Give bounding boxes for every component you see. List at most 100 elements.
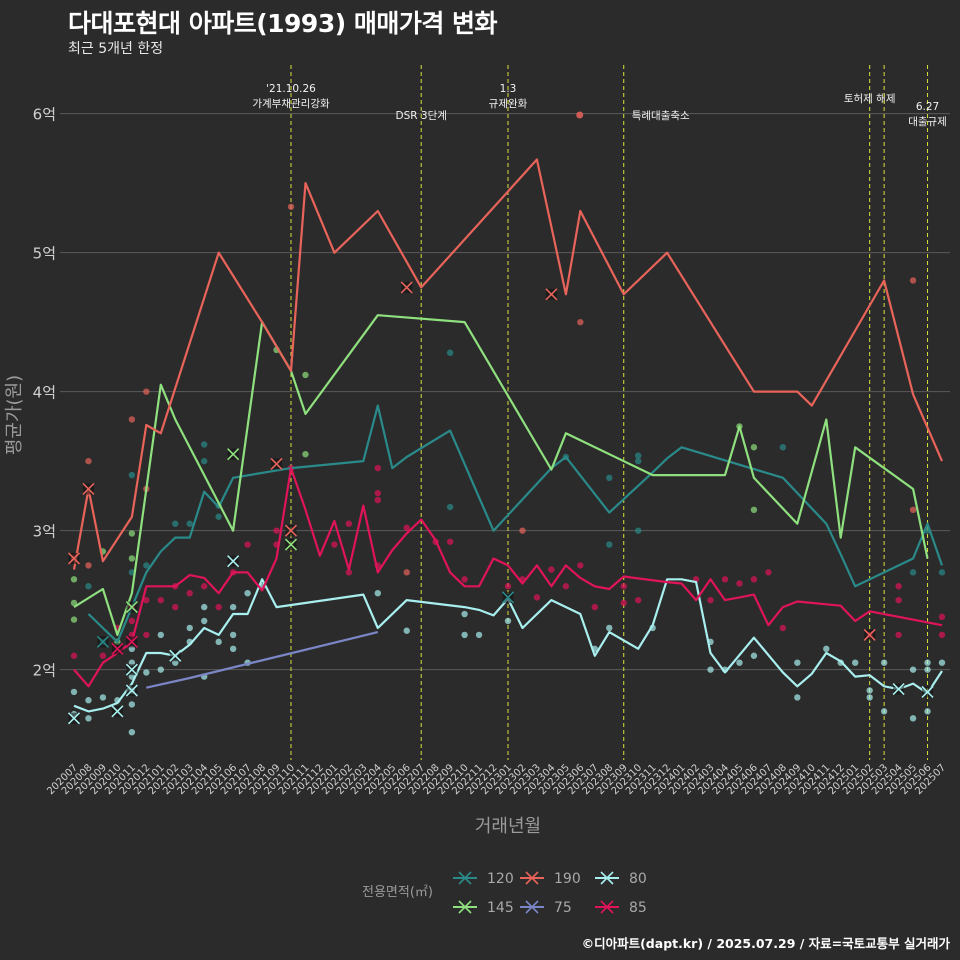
- data-point: [924, 708, 931, 715]
- data-point: [635, 452, 642, 459]
- legend-label: 120: [487, 871, 514, 887]
- data-point: [938, 613, 946, 621]
- data-point: [85, 715, 92, 722]
- data-point: [70, 616, 78, 623]
- data-point: [620, 599, 627, 607]
- data-point: [461, 631, 468, 639]
- data-point: [143, 631, 150, 639]
- data-point: [635, 527, 642, 534]
- data-point: [779, 624, 787, 632]
- x-marker-cross: [284, 524, 298, 537]
- data-point: [750, 652, 758, 659]
- data-point: [635, 596, 642, 604]
- y-tick-label: 2억: [33, 662, 56, 680]
- x-marker-cross: [169, 649, 182, 662]
- data-point: [924, 666, 931, 673]
- data-point: [201, 441, 208, 448]
- legend-item-145: 145: [453, 900, 514, 916]
- data-point: [750, 444, 758, 451]
- data-point: [736, 659, 743, 666]
- event-label: 특례대출축소: [632, 110, 690, 122]
- data-point: [70, 599, 78, 607]
- x-marker: [227, 555, 240, 568]
- x-marker-cross: [545, 288, 558, 301]
- data-point: [548, 566, 555, 573]
- x-marker: [111, 642, 124, 655]
- data-point: [143, 669, 150, 676]
- x-marker: [921, 685, 934, 698]
- y-tick-label: 4억: [33, 384, 56, 402]
- data-point: [70, 576, 78, 583]
- x-marker: [67, 552, 81, 565]
- data-point: [201, 603, 208, 611]
- transaction-points: [70, 203, 946, 736]
- data-point: [143, 596, 150, 604]
- data-point: [157, 631, 164, 639]
- data-point: [273, 527, 280, 534]
- data-point: [331, 541, 338, 548]
- x-axis-ticks: 2020072020082020092020102020112020122021…: [45, 762, 948, 797]
- data-point: [186, 520, 193, 527]
- series-line-80: [73, 578, 943, 713]
- legend-item-85: 85: [595, 900, 647, 916]
- data-point: [345, 520, 353, 527]
- x-marker: [111, 705, 124, 718]
- series-line-85: [73, 467, 943, 688]
- legend-label: 190: [554, 871, 581, 887]
- data-point: [736, 580, 743, 587]
- event-label: 6.27: [916, 101, 939, 113]
- x-marker: [227, 448, 240, 461]
- data-point: [70, 688, 78, 696]
- data-point: [606, 624, 613, 632]
- data-point: [85, 562, 92, 569]
- data-point: [779, 444, 787, 451]
- legend-title: 전용면적(㎡): [362, 885, 433, 900]
- data-point: [852, 659, 859, 666]
- x-marker-cross: [125, 663, 138, 676]
- data-point: [794, 694, 801, 701]
- chart-title: 다대포현대 아파트(1993) 매매가격 변화: [68, 9, 498, 38]
- event-label: 규제완화: [489, 97, 528, 110]
- data-point: [128, 729, 136, 736]
- data-point: [591, 603, 598, 611]
- legend-swatch-cross: [600, 871, 614, 885]
- data-point: [143, 388, 150, 395]
- x-marker: [125, 684, 138, 697]
- x-marker: [125, 601, 138, 614]
- data-point: [635, 457, 642, 465]
- data-point: [866, 687, 873, 694]
- data-point: [895, 631, 902, 639]
- data-point: [229, 603, 237, 611]
- data-point: [750, 506, 758, 513]
- data-point: [895, 583, 902, 590]
- data-point: [99, 652, 107, 659]
- data-point: [909, 506, 917, 513]
- event-label: 가계부채관리강화: [252, 98, 330, 110]
- legend-swatch-cross: [525, 871, 539, 885]
- legend-swatch-cross: [525, 900, 539, 914]
- data-point: [461, 576, 468, 583]
- event-label: 1.3: [500, 83, 517, 95]
- data-point: [794, 659, 801, 666]
- data-point: [287, 203, 295, 210]
- y-tick-label: 6억: [33, 106, 56, 124]
- data-point: [229, 645, 237, 652]
- legend-item-75: 75: [520, 900, 572, 916]
- x-marker-cross: [125, 601, 138, 614]
- data-point: [244, 541, 251, 548]
- data-point: [938, 659, 946, 666]
- data-point: [475, 631, 483, 639]
- data-point: [215, 603, 222, 611]
- event-label: 토허제 해제: [844, 92, 896, 105]
- data-point: [403, 569, 410, 576]
- data-point: [606, 474, 613, 482]
- data-point: [880, 659, 888, 666]
- data-point: [909, 277, 917, 284]
- data-point: [186, 590, 193, 597]
- x-marker-cross: [270, 457, 283, 470]
- data-point: [909, 666, 917, 673]
- data-point: [895, 596, 902, 604]
- data-point: [186, 624, 193, 632]
- x-marker-cross: [96, 635, 109, 648]
- legend-item-190: 190: [520, 871, 581, 887]
